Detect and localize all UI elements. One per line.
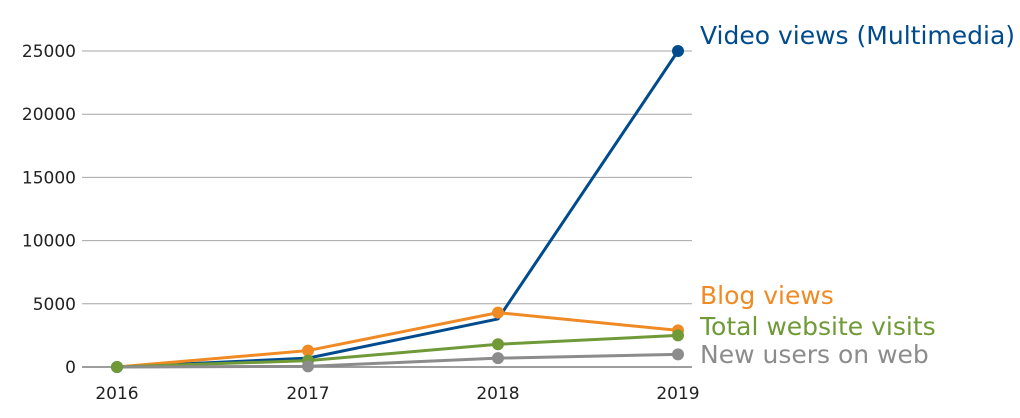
data-point <box>492 352 504 365</box>
data-point <box>492 306 504 319</box>
x-tick-label: 2016 <box>95 384 138 404</box>
data-point <box>492 338 504 351</box>
data-point <box>672 348 684 361</box>
series-line <box>115 49 680 369</box>
data-point <box>111 361 123 373</box>
series-label: Blog views <box>700 281 834 310</box>
data-point <box>302 344 314 357</box>
series-label: Video views (Multimedia) <box>700 21 1015 50</box>
y-tick-label: 10000 <box>22 232 76 252</box>
y-axis-tick-labels: 0 5000 10000 15000 20000 25000 <box>22 42 76 378</box>
series-line <box>115 311 680 369</box>
y-tick-label: 5000 <box>33 295 76 315</box>
series-labels: Video views (Multimedia) Blog viewsTotal … <box>699 21 1015 369</box>
series-label: New users on web <box>700 340 929 369</box>
x-tick-label: 2018 <box>476 384 519 404</box>
data-point <box>302 360 314 373</box>
y-tick-label: 15000 <box>22 168 76 188</box>
series-lines <box>115 49 680 369</box>
x-tick-label: 2017 <box>286 384 329 404</box>
series-line <box>115 333 680 369</box>
y-tick-label: 20000 <box>22 105 76 125</box>
x-tick-label: 2019 <box>656 384 699 404</box>
data-point <box>672 45 684 57</box>
y-tick-label: 0 <box>65 358 76 378</box>
data-point <box>672 329 684 342</box>
series-markers <box>111 45 684 373</box>
x-axis-tick-labels: 2016 2017 2018 2019 <box>95 384 699 404</box>
grid-lines <box>82 50 692 368</box>
series-label: Total website visits <box>699 312 936 341</box>
series-line <box>115 352 680 369</box>
y-tick-label: 25000 <box>22 42 76 62</box>
